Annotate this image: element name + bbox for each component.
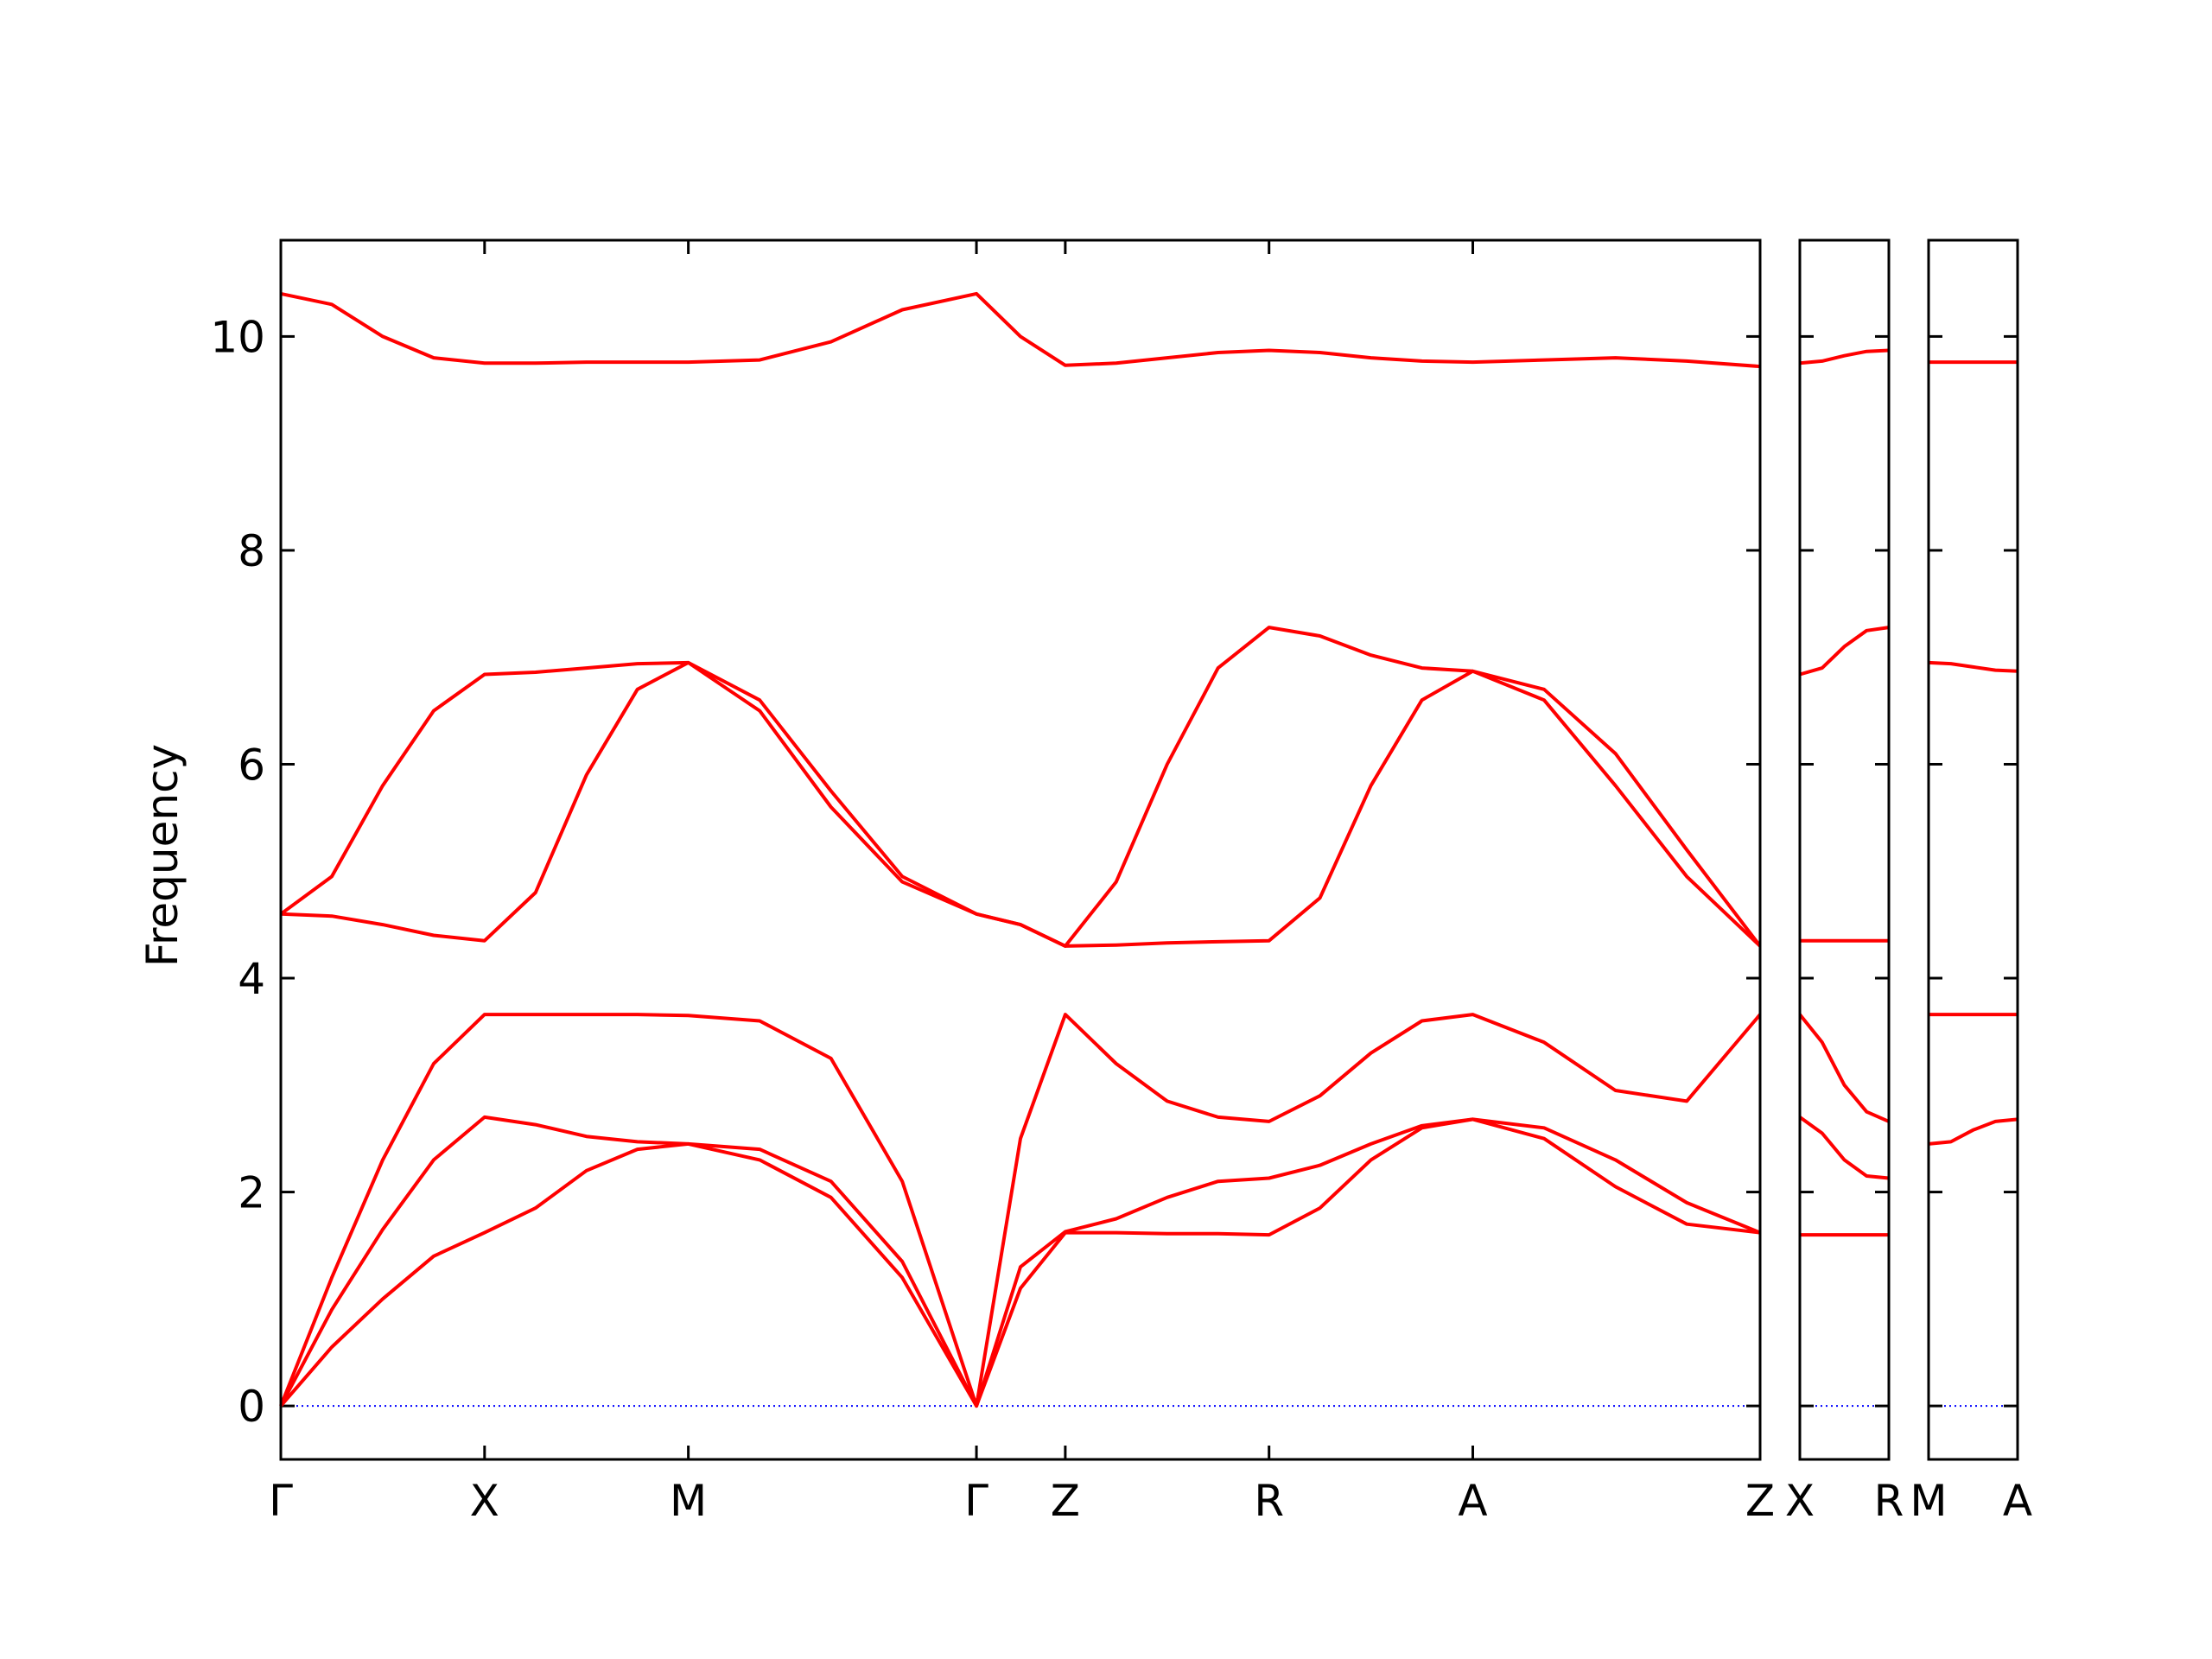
plot-frame — [279, 238, 1762, 1461]
x-tick-label: Z — [1051, 1476, 1080, 1526]
x-tick-label: Γ — [269, 1476, 293, 1526]
band-line — [1799, 348, 1890, 365]
band-line — [1928, 1117, 2018, 1146]
band-line — [279, 626, 1762, 948]
band-line — [279, 1115, 1761, 1408]
y-tick-label: 2 — [238, 1168, 265, 1218]
x-tick-label: M — [670, 1476, 707, 1526]
x-tick-label: A — [2003, 1476, 2032, 1526]
y-tick-label: 0 — [238, 1382, 265, 1432]
plot-frame — [1927, 238, 2019, 1461]
y-axis-label: Frequency — [137, 744, 188, 967]
band-line — [1798, 1116, 1890, 1180]
x-tick-label: A — [1458, 1476, 1487, 1526]
x-tick-label: M — [1910, 1476, 1947, 1526]
x-tick-label: X — [470, 1476, 499, 1526]
y-tick-label: 8 — [238, 526, 265, 576]
band-line — [279, 1117, 1761, 1408]
y-tick-label: 4 — [238, 954, 265, 1004]
x-tick-label: X — [1785, 1476, 1815, 1526]
band-line — [279, 1013, 1762, 1408]
band-line — [280, 660, 1762, 948]
x-tick-label: R — [1874, 1476, 1904, 1526]
plot-frame — [1798, 238, 1891, 1461]
y-tick-label: 6 — [238, 740, 265, 790]
y-tick-label: 10 — [210, 312, 265, 362]
x-tick-label: R — [1254, 1476, 1284, 1526]
x-tick-label: Z — [1745, 1476, 1775, 1526]
band-line — [1799, 626, 1890, 677]
x-tick-label: Γ — [964, 1476, 988, 1526]
band-line — [1798, 1013, 1890, 1123]
band-line — [1928, 660, 2018, 673]
band-line — [280, 291, 1761, 369]
